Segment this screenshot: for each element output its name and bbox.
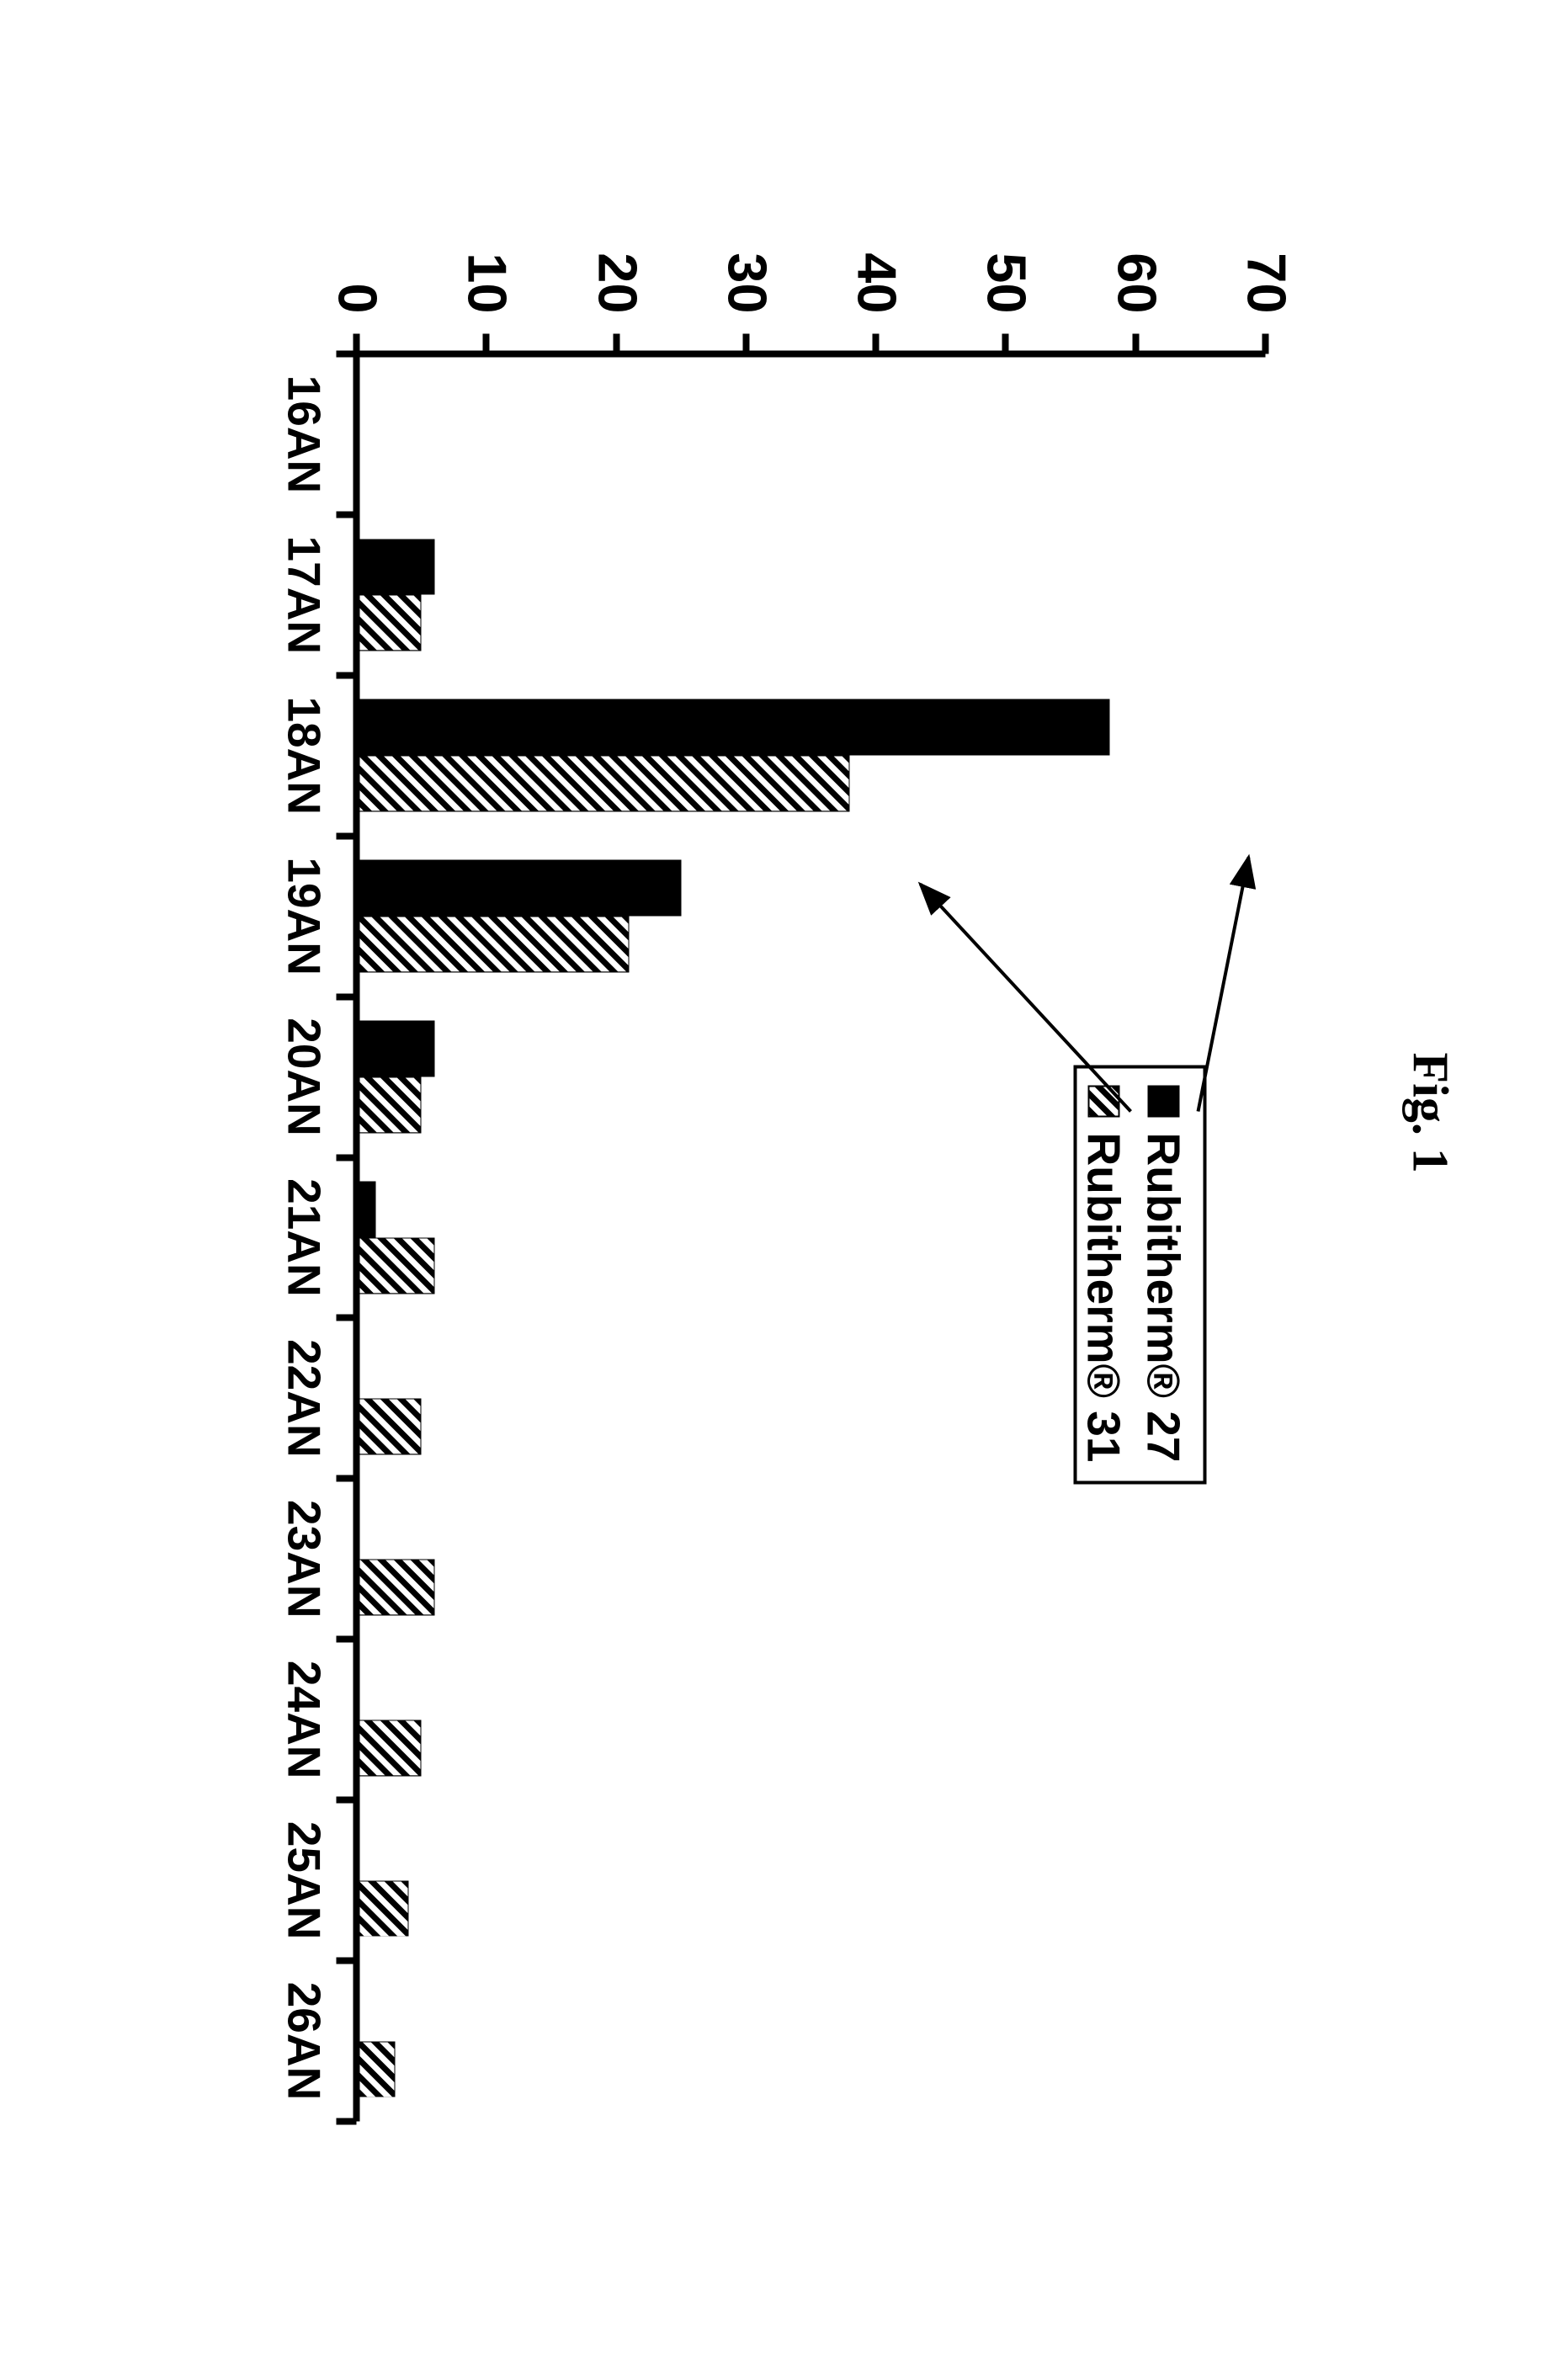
y-tick-label: 20 [586, 221, 649, 313]
x-tick-label: 17AN [277, 514, 331, 675]
x-tick-label: 22AN [277, 1317, 331, 1478]
x-tick-label: 18AN [277, 675, 331, 836]
arrow-icon [920, 884, 1130, 1111]
y-tick-label: 30 [715, 221, 779, 313]
y-tick-label: 50 [975, 221, 1038, 313]
x-tick-label: 24AN [277, 1639, 331, 1799]
y-tick-label: 10 [455, 221, 518, 313]
bar-chart: 01020304050607016AN17AN18AN19AN20AN21AN2… [356, 353, 1265, 2121]
y-tick-label: 60 [1105, 221, 1168, 313]
y-tick-label: 0 [326, 221, 389, 313]
callout-arrows [356, 353, 1265, 2121]
x-tick-label: 23AN [277, 1478, 331, 1639]
x-tick-label: 16AN [277, 353, 331, 514]
x-tick-label: 19AN [277, 836, 331, 997]
x-tick-label: 25AN [277, 1799, 331, 1960]
rotated-canvas: Fig. 1 01020304050607016AN17AN18AN19AN20… [0, 0, 1568, 2376]
arrow-icon [1198, 857, 1248, 1111]
x-tick-label: 21AN [277, 1157, 331, 1318]
y-tick-label: 70 [1235, 221, 1298, 313]
page: Fig. 1 01020304050607016AN17AN18AN19AN20… [0, 0, 1568, 2376]
figure-title: Fig. 1 [1401, 1052, 1459, 1172]
y-tick-label: 40 [845, 221, 908, 313]
x-tick-label: 20AN [277, 997, 331, 1157]
x-tick-label: 26AN [277, 1960, 331, 2121]
